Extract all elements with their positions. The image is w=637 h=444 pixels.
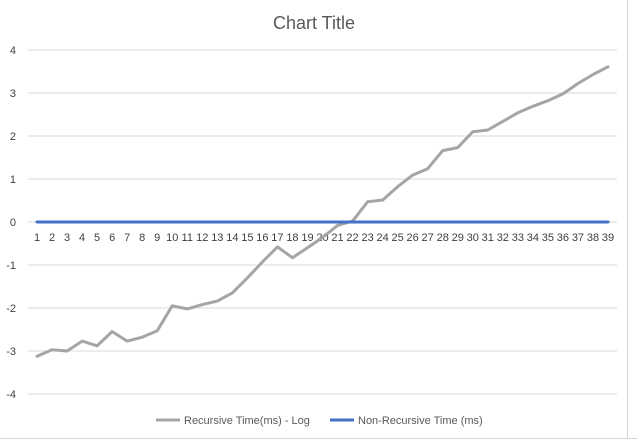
- x-tick-label: 21: [331, 232, 343, 244]
- x-tick-label: 36: [557, 232, 569, 244]
- x-tick-label: 32: [497, 232, 509, 244]
- x-tick-label: 33: [512, 232, 524, 244]
- x-tick-label: 13: [211, 232, 223, 244]
- y-tick-label: -1: [6, 260, 16, 272]
- x-axis-ticks: 1 2 3 4 5 6 7 8 9 10 11 12 13 14 15 16 17 18 19 20 21 22 23 24 2…: [34, 232, 614, 244]
- x-tick-label: 1: [34, 232, 40, 244]
- x-tick-label: 4: [79, 232, 85, 244]
- x-tick-label: 23: [361, 232, 373, 244]
- y-axis-ticks: 4 3 2 1 0 -1 -2 -3 -4: [6, 45, 16, 401]
- series-lines: [35, 65, 610, 358]
- x-tick-label: 10: [166, 232, 178, 244]
- legend: Recursive Time(ms) - Log Non-Recursive T…: [156, 415, 483, 427]
- x-tick-label: 17: [271, 232, 283, 244]
- x-tick-label: 19: [301, 232, 313, 244]
- y-tick-label: -2: [6, 303, 16, 315]
- x-tick-label: 25: [392, 232, 404, 244]
- x-tick-label: 27: [422, 232, 434, 244]
- x-tick-label: 37: [572, 232, 584, 244]
- x-tick-label: 5: [94, 232, 100, 244]
- y-tick-label: -4: [6, 389, 16, 401]
- sheet-bottom-edge: [0, 438, 637, 444]
- x-tick-label: 11: [182, 232, 193, 244]
- chart-title: Chart Title: [273, 13, 355, 33]
- x-tick-label: 31: [482, 232, 494, 244]
- y-tick-label: 3: [10, 88, 16, 100]
- x-tick-label: 30: [467, 232, 479, 244]
- y-tick-label: 2: [10, 131, 16, 143]
- x-tick-label: 34: [527, 232, 539, 244]
- y-tick-label: 0: [10, 217, 16, 229]
- x-tick-label: 9: [154, 232, 160, 244]
- x-tick-label: 28: [437, 232, 449, 244]
- x-tick-label: 14: [226, 232, 238, 244]
- x-tick-label: 6: [109, 232, 115, 244]
- x-tick-label: 39: [602, 232, 614, 244]
- legend-label-recursive: Recursive Time(ms) - Log: [184, 415, 310, 427]
- series-line-recursive: [35, 65, 610, 358]
- x-tick-label: 12: [196, 232, 208, 244]
- x-tick-label: 18: [286, 232, 298, 244]
- legend-label-non-recursive: Non-Recursive Time (ms): [358, 415, 483, 427]
- x-tick-label: 38: [587, 232, 599, 244]
- y-tick-label: -3: [6, 346, 16, 358]
- x-tick-label: 16: [256, 232, 268, 244]
- x-tick-label: 2: [49, 232, 55, 244]
- y-tick-label: 4: [10, 45, 16, 57]
- x-tick-label: 7: [124, 232, 130, 244]
- x-tick-label: 24: [376, 232, 388, 244]
- x-tick-label: 8: [139, 232, 145, 244]
- y-tick-label: 1: [10, 174, 16, 186]
- sheet-edge: [627, 0, 637, 443]
- x-tick-label: 26: [407, 232, 419, 244]
- x-tick-label: 3: [64, 232, 70, 244]
- x-tick-label: 35: [542, 232, 554, 244]
- x-tick-label: 15: [241, 232, 253, 244]
- x-tick-label: 29: [452, 232, 464, 244]
- x-tick-label: 22: [346, 232, 358, 244]
